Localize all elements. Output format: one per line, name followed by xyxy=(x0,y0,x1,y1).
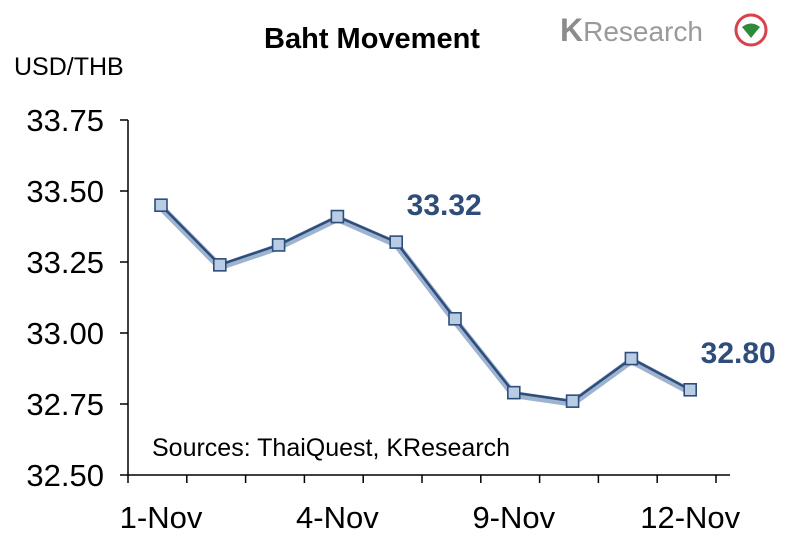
data-label: 32.80 xyxy=(701,337,776,370)
y-tick-label: 33.50 xyxy=(26,174,104,209)
y-tick-label: 33.25 xyxy=(26,245,104,280)
data-point xyxy=(213,258,227,272)
y-tick-label: 33.00 xyxy=(26,316,104,351)
data-point xyxy=(271,238,286,252)
series-group xyxy=(154,198,698,408)
data-point xyxy=(565,394,580,408)
data-point xyxy=(330,209,345,224)
x-tick-label: 9-Nov xyxy=(472,500,555,535)
source-note: Sources: ThaiQuest, KResearch xyxy=(152,434,510,462)
y-tick-label: 33.75 xyxy=(26,103,104,138)
data-point xyxy=(624,351,639,366)
kresearch-logo: KResearch xyxy=(560,12,768,48)
data-point xyxy=(448,311,462,326)
y-tick-label: 32.50 xyxy=(26,458,104,493)
logo-leaf-icon xyxy=(742,23,760,38)
data-labels: 33.32 32.80 xyxy=(407,189,776,370)
x-tick-label: 12-Nov xyxy=(640,500,740,535)
axes: 33.75 33.50 33.25 33.00 32.75 32.50 1-Nov 4-Nov… xyxy=(26,103,740,535)
logo-text: KResearch xyxy=(560,12,703,48)
series-line xyxy=(160,204,691,403)
y-axis-label: USD/THB xyxy=(14,53,124,81)
chart-title: Baht Movement xyxy=(264,23,480,55)
x-tick-label: 4-Nov xyxy=(296,500,379,535)
data-point xyxy=(506,385,521,400)
x-tick-label: 1-Nov xyxy=(120,500,203,535)
data-point xyxy=(683,382,698,397)
data-label: 33.32 xyxy=(407,189,482,222)
data-point xyxy=(389,235,404,249)
data-point xyxy=(154,198,168,212)
y-tick-label: 32.75 xyxy=(26,387,104,422)
